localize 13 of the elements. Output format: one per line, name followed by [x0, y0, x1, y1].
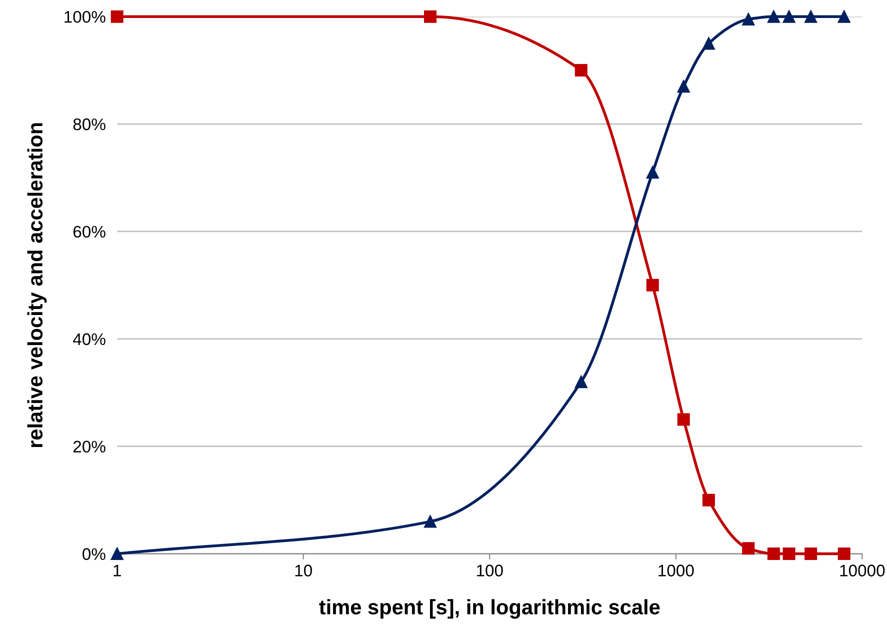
x-tick-label: 100 — [476, 564, 503, 576]
x-tick-label: 1000 — [658, 564, 694, 576]
x-tick-label: 1 — [114, 564, 121, 576]
y-tick-label: 40% — [73, 333, 106, 346]
y-tick-label: 20% — [73, 440, 106, 453]
x-tick-label: 10000 — [840, 564, 885, 576]
y-tick-label: 100% — [64, 10, 106, 23]
y-tick-label: 0% — [82, 548, 106, 560]
y-tick-label: 60% — [73, 226, 106, 238]
y-tick-label: 80% — [73, 118, 106, 130]
x-tick-label: 10 — [295, 564, 312, 576]
y-axis-title: relative velocity and acceleration — [27, 123, 47, 448]
x-axis-title: time spent [s], in logarithmic scale — [319, 599, 660, 619]
